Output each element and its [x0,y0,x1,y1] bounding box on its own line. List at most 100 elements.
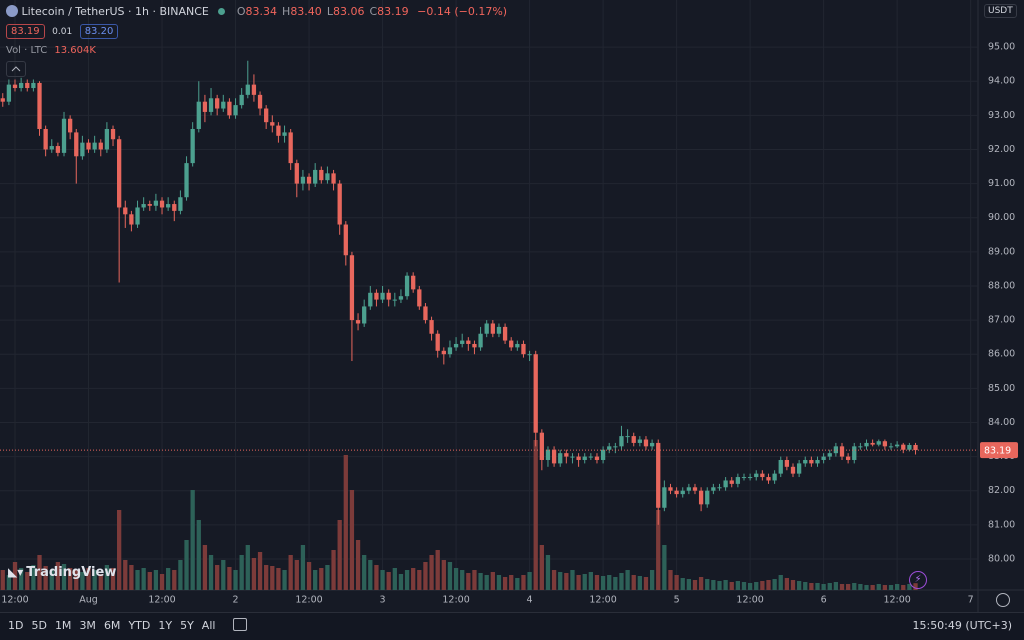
candle-body [257,94,263,109]
volume-bar [392,568,397,590]
candle-body [607,446,612,450]
lightning-button[interactable]: ⚡ [909,571,927,589]
volume-bar [564,573,569,590]
spread: 0.01 [52,27,73,37]
volume-bar [686,579,692,590]
candle-body [656,442,661,508]
volume-bar [772,579,777,590]
volume-bar [337,520,342,590]
volume-bar [680,578,685,590]
x-tick-label: 4 [527,595,533,606]
volume-bar [790,580,796,590]
candle-body [349,255,355,321]
candle-body [790,466,796,474]
candle-body [521,343,526,355]
range-button[interactable]: All [201,619,216,632]
symbol-title[interactable]: Litecoin / TetherUS · 1h · BINANCE [21,5,209,18]
ohlc-value: 83.06 [332,5,365,18]
volume-bar [643,577,649,590]
volume-bar [845,584,851,590]
range-button[interactable]: 1M [54,619,72,632]
bid-price[interactable]: 83.19 [6,24,45,39]
volume-bar [668,570,673,590]
candle-body [380,292,385,300]
volume-bar [349,490,355,590]
volume-bar [67,568,73,590]
candle-body [190,128,195,164]
volume-bar [637,576,642,590]
range-button[interactable]: 5D [31,619,47,632]
candle-body [680,490,685,495]
candle-body [55,146,61,153]
volume-bar [723,580,728,590]
volume-bar [717,581,722,590]
candle-body [441,350,446,355]
candle-body [735,477,741,484]
candle-body [637,439,642,443]
volume-value: 13.604K [54,45,96,56]
candle-body [325,173,330,181]
volume-bar [221,560,226,590]
range-button[interactable]: 3M [79,619,96,632]
x-tick-label: 12:00 [442,595,469,606]
volume-bar [245,545,250,590]
range-button[interactable]: 6M [103,619,121,632]
currency-button[interactable]: USDT [984,4,1017,18]
volume-bar [270,566,275,590]
ohlc-label: L [326,5,333,18]
candle-body [858,446,863,448]
candle-body [594,456,600,460]
y-tick-label: 93.00 [988,110,1015,121]
candle-body [551,449,557,464]
volume-bar [502,577,508,590]
volume-bar [466,573,471,590]
range-button[interactable]: 1Y [158,619,173,632]
last-price-label: 83.19 [984,446,1011,457]
volume-bar [631,575,636,590]
volume-bar [729,582,734,590]
volume-bar [6,575,12,590]
candle-body [478,333,483,348]
candle-body [423,306,428,321]
volume-bar [117,510,122,590]
x-tick-label: 12:00 [295,595,322,606]
candle-body [600,449,606,460]
y-tick-label: 91.00 [988,178,1015,189]
volume-bar [325,565,330,590]
candle-body [809,459,814,464]
collapse-button[interactable] [6,61,26,77]
y-tick-label: 80.00 [988,553,1015,564]
candle-body [772,473,777,481]
range-button[interactable]: 1D [8,619,24,632]
volume-bar [147,572,152,590]
candle-body [135,207,140,225]
range-button[interactable]: 5Y [180,619,194,632]
volume-bar [509,575,514,590]
candle-body [674,490,679,495]
volume-bar [411,568,416,590]
volume-bar [570,570,575,590]
volume-bar [839,584,845,590]
volume-bar [417,570,422,590]
volume-bar [61,564,67,590]
volume-bar [429,555,434,590]
candle-body [527,354,532,356]
volume-bar [319,568,324,590]
clock[interactable]: 15:50:49 (UTC+3) [912,619,1012,632]
date-range-button[interactable] [232,618,247,631]
volume-bar [600,576,606,590]
candle-body [472,343,477,348]
settings-button[interactable] [996,593,1010,607]
ohlc-label: C [369,5,378,18]
x-tick-label: 5 [674,595,680,606]
volume-bar [803,582,808,590]
ask-price[interactable]: 83.20 [79,24,119,39]
x-tick-label: 12:00 [589,595,616,606]
volume-bar [705,579,710,590]
candle-body [386,292,391,300]
candle-body [25,82,30,89]
range-button[interactable]: YTD [128,619,151,632]
candle-body [509,340,514,348]
candle-body [766,477,771,481]
ohlc-value: 83.19 [377,5,409,18]
